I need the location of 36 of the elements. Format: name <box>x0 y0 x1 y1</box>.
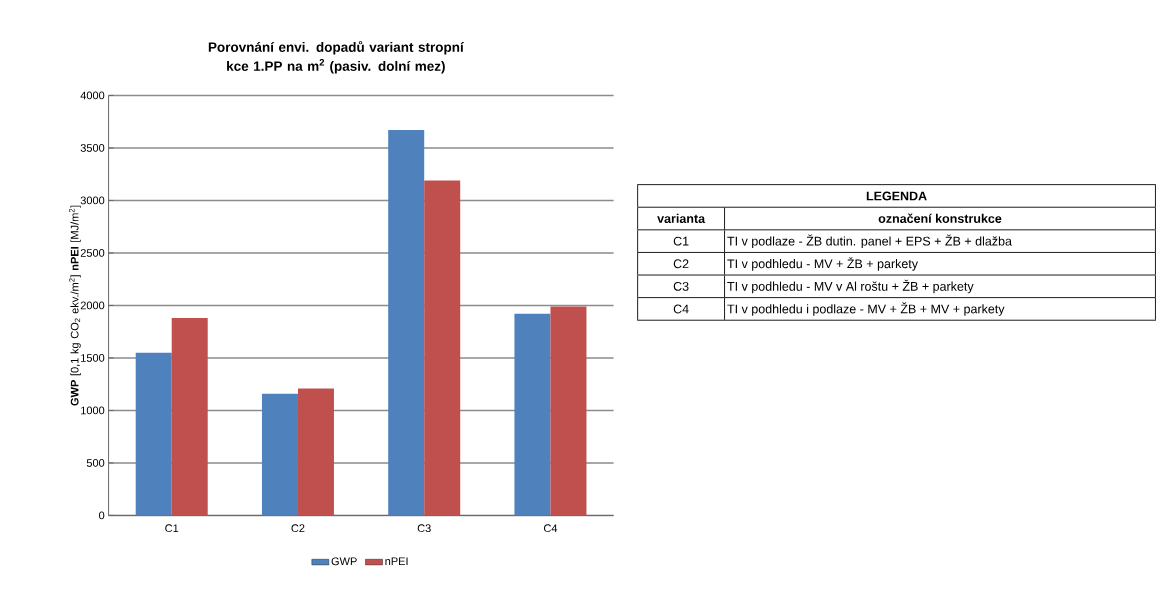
text: TI v podhledu i podlaze - MV + ŽB + MV + parkety <box>727 302 1005 316</box>
chart-title: Porovnání envi. dopadů variant stropní kce 1.PP na m$^{2}$ (pasiv. dolní mez) <box>208 40 465 74</box>
legend-label: nPEI <box>385 557 408 566</box>
text: LEGENDA <box>866 191 927 201</box>
bar <box>297 388 334 516</box>
text: GWP [0,1 kg CO$_{2}$ ekv./m$^{2}$] nPEI [MJ/m$^{2}$] <box>69 205 81 406</box>
text: varianta <box>657 213 706 223</box>
y-tick-label: 3500 <box>80 144 105 152</box>
bar <box>514 313 551 516</box>
x-tick-label: C2 <box>291 524 305 533</box>
y-tick-label: 1500 <box>81 354 105 362</box>
y-tick-label: 3000 <box>80 196 105 205</box>
bar <box>171 318 208 516</box>
text: TI v podhledu - MV v Al roštu + ŽB + parkety <box>727 279 974 294</box>
text: TI v podlaze - ŽB dutin. panel + EPS + ŽB + dlažba <box>727 234 1012 249</box>
text: označení konstrukce <box>878 213 1002 223</box>
y-tick-label: 2500 <box>80 249 105 257</box>
y-tick-label: 2000 <box>80 301 105 310</box>
x-tick-label: C4 <box>543 524 558 533</box>
text: TI v podhledu - MV + ŽB + parkety <box>727 257 918 271</box>
y-tick-label: 0 <box>99 511 105 520</box>
y-tick-label: 1000 <box>81 406 105 415</box>
text: C1 <box>673 236 689 246</box>
x-tick-label: C3 <box>417 524 431 533</box>
legend-label: GWP <box>331 557 357 566</box>
bar <box>424 180 461 516</box>
bar <box>135 352 172 516</box>
y-tick-label: 4000 <box>80 91 105 100</box>
y-tick-label: 500 <box>86 459 105 467</box>
text: C2 <box>673 259 689 269</box>
bar <box>388 130 425 516</box>
x-tick-label: C1 <box>165 524 179 533</box>
bar <box>261 393 298 516</box>
bar <box>550 306 587 516</box>
text: C3 <box>673 281 689 291</box>
text: C4 <box>673 304 689 314</box>
